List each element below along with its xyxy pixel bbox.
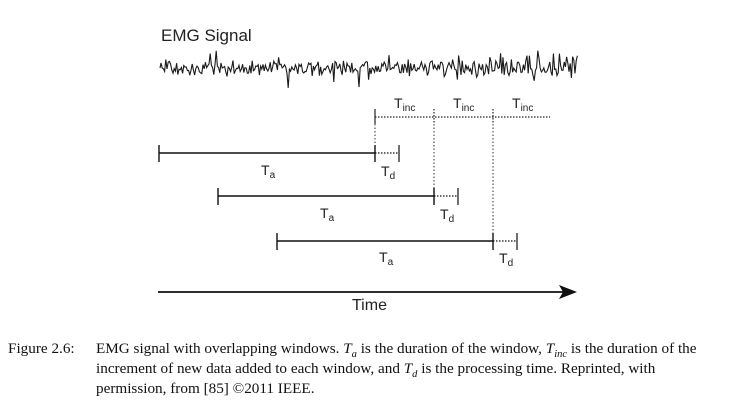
- time-label: Time: [352, 297, 387, 314]
- window-2-ta-label: Ta: [320, 205, 335, 224]
- window-1-ta-label: Ta: [261, 162, 276, 181]
- window-2-td-label: Td: [440, 206, 454, 225]
- window-2: [217, 188, 459, 205]
- window-1: [158, 145, 400, 162]
- emg-window-diagram: EMG Signal Tinc Tinc Tinc Ta Td: [158, 26, 578, 314]
- figure-caption: Figure 2.6: EMG signal with overlapping …: [8, 339, 726, 399]
- time-axis-arrow: [158, 285, 577, 299]
- window-end-guides: [374, 124, 494, 241]
- svg-text:Tinc: Tinc: [512, 95, 533, 114]
- svg-text:Ta: Ta: [261, 162, 276, 181]
- window-1-td-label: Td: [381, 163, 395, 182]
- svg-text:Td: Td: [499, 250, 513, 269]
- svg-text:Ta: Ta: [379, 249, 394, 268]
- increment-label-2: Tinc: [453, 95, 474, 114]
- svg-text:Td: Td: [440, 206, 454, 225]
- window-3-td-label: Td: [499, 250, 513, 269]
- increment-bar: [374, 109, 550, 124]
- caption-text: EMG signal with overlapping windows. Ta …: [96, 340, 697, 397]
- increment-label-3: Tinc: [512, 95, 533, 114]
- svg-text:Tinc: Tinc: [453, 95, 474, 114]
- svg-text:Tinc: Tinc: [394, 95, 415, 114]
- figure-number: Figure 2.6:: [8, 340, 75, 357]
- svg-text:Ta: Ta: [320, 205, 335, 224]
- svg-text:Td: Td: [381, 163, 395, 182]
- window-3: [276, 233, 518, 250]
- emg-signal-label: EMG Signal: [161, 26, 252, 45]
- increment-label-1: Tinc: [394, 95, 415, 114]
- window-3-ta-label: Ta: [379, 249, 394, 268]
- emg-signal-trace: [159, 50, 578, 88]
